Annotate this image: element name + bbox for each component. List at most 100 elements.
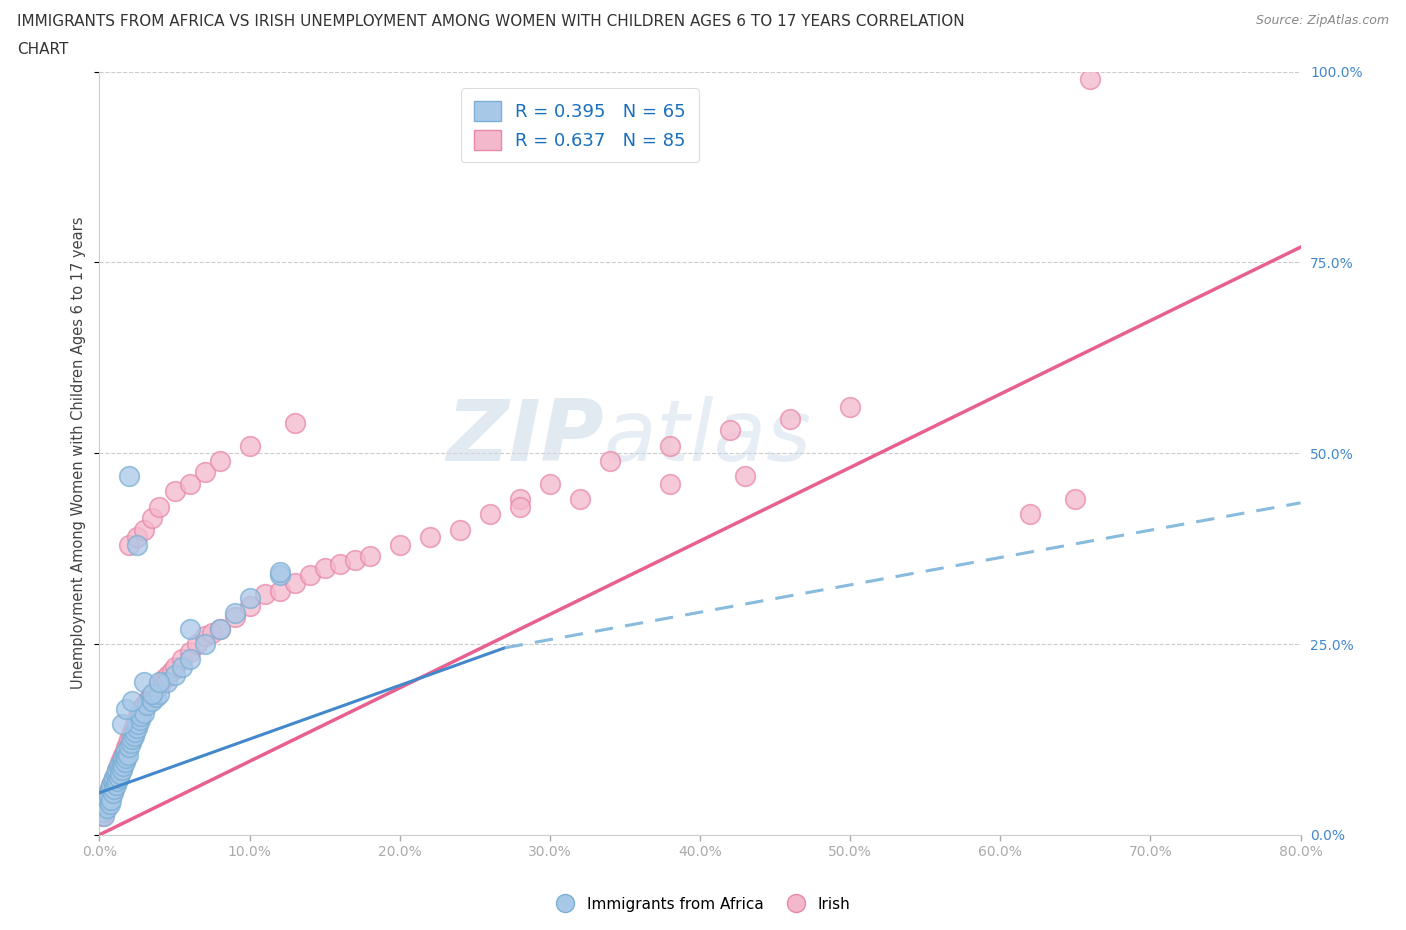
Point bbox=[284, 576, 307, 591]
Point bbox=[127, 717, 149, 732]
Point bbox=[112, 759, 135, 774]
Point bbox=[779, 411, 801, 426]
Point bbox=[100, 777, 122, 792]
Point bbox=[120, 736, 142, 751]
Point bbox=[112, 751, 135, 766]
Point bbox=[97, 785, 120, 800]
Point bbox=[253, 587, 276, 602]
Point bbox=[343, 552, 366, 567]
Point bbox=[107, 774, 129, 789]
Point bbox=[104, 777, 127, 792]
Point bbox=[121, 732, 143, 747]
Point bbox=[186, 636, 208, 651]
Point bbox=[599, 454, 621, 469]
Point bbox=[136, 694, 159, 709]
Point bbox=[124, 717, 146, 732]
Point bbox=[108, 759, 131, 774]
Point bbox=[179, 476, 201, 491]
Point bbox=[96, 801, 118, 816]
Point bbox=[170, 652, 193, 667]
Point bbox=[129, 705, 152, 720]
Text: Source: ZipAtlas.com: Source: ZipAtlas.com bbox=[1256, 14, 1389, 27]
Point bbox=[111, 751, 134, 766]
Point bbox=[208, 621, 231, 636]
Point bbox=[239, 438, 262, 453]
Point bbox=[141, 694, 163, 709]
Point bbox=[1064, 492, 1087, 507]
Point bbox=[734, 469, 756, 484]
Point bbox=[125, 538, 148, 552]
Point bbox=[122, 721, 145, 736]
Point bbox=[108, 770, 131, 785]
Point bbox=[329, 556, 352, 571]
Point bbox=[314, 560, 336, 575]
Point bbox=[131, 709, 153, 724]
Point bbox=[93, 808, 115, 823]
Point bbox=[115, 701, 138, 716]
Text: atlas: atlas bbox=[605, 396, 811, 480]
Point bbox=[269, 583, 291, 598]
Point bbox=[110, 755, 132, 770]
Point bbox=[163, 667, 186, 682]
Y-axis label: Unemployment Among Women with Children Ages 6 to 17 years: Unemployment Among Women with Children A… bbox=[72, 217, 86, 689]
Point bbox=[125, 713, 148, 728]
Point bbox=[104, 766, 127, 781]
Point bbox=[94, 797, 117, 812]
Point bbox=[112, 747, 135, 762]
Point bbox=[107, 763, 129, 777]
Point bbox=[103, 770, 125, 785]
Point bbox=[124, 724, 146, 739]
Point bbox=[269, 568, 291, 583]
Point bbox=[538, 476, 561, 491]
Point bbox=[114, 747, 136, 762]
Point bbox=[148, 675, 170, 690]
Legend: R = 0.395   N = 65, R = 0.637   N = 85: R = 0.395 N = 65, R = 0.637 N = 85 bbox=[461, 88, 699, 163]
Point bbox=[148, 499, 170, 514]
Point bbox=[122, 728, 145, 743]
Point bbox=[121, 694, 143, 709]
Point bbox=[91, 804, 114, 819]
Point bbox=[193, 636, 215, 651]
Point bbox=[111, 717, 134, 732]
Point bbox=[108, 759, 131, 774]
Point bbox=[139, 690, 162, 705]
Point bbox=[179, 644, 201, 659]
Legend: Immigrants from Africa, Irish: Immigrants from Africa, Irish bbox=[550, 891, 856, 918]
Point bbox=[134, 675, 156, 690]
Point bbox=[134, 705, 156, 720]
Point bbox=[131, 701, 153, 716]
Point bbox=[121, 724, 143, 739]
Point bbox=[269, 565, 291, 579]
Point bbox=[284, 416, 307, 431]
Point bbox=[125, 721, 148, 736]
Point bbox=[120, 728, 142, 743]
Point bbox=[136, 698, 159, 712]
Point bbox=[101, 774, 124, 789]
Point bbox=[179, 621, 201, 636]
Point bbox=[157, 667, 180, 682]
Text: IMMIGRANTS FROM AFRICA VS IRISH UNEMPLOYMENT AMONG WOMEN WITH CHILDREN AGES 6 TO: IMMIGRANTS FROM AFRICA VS IRISH UNEMPLOY… bbox=[17, 14, 965, 29]
Point bbox=[509, 499, 531, 514]
Point bbox=[359, 549, 381, 564]
Point bbox=[118, 739, 141, 754]
Point bbox=[96, 797, 118, 812]
Point bbox=[127, 709, 149, 724]
Point bbox=[91, 808, 114, 823]
Point bbox=[718, 423, 741, 438]
Point bbox=[224, 610, 246, 625]
Point bbox=[94, 801, 117, 816]
Point bbox=[163, 484, 186, 498]
Point bbox=[142, 686, 165, 701]
Point bbox=[114, 755, 136, 770]
Point bbox=[449, 522, 471, 537]
Point bbox=[388, 538, 411, 552]
Point bbox=[104, 766, 127, 781]
Point bbox=[1078, 72, 1101, 86]
Point bbox=[193, 465, 215, 480]
Point bbox=[478, 507, 501, 522]
Point bbox=[419, 530, 441, 545]
Text: CHART: CHART bbox=[17, 42, 69, 57]
Point bbox=[179, 652, 201, 667]
Point bbox=[98, 781, 121, 796]
Point bbox=[134, 522, 156, 537]
